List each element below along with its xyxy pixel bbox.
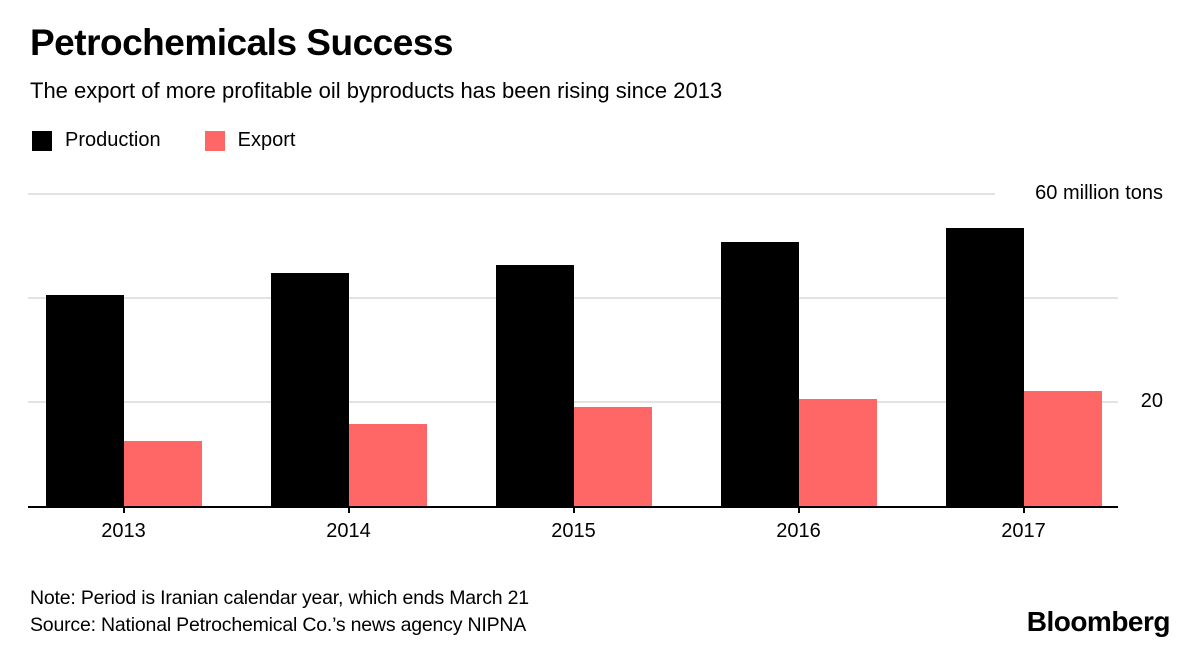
x-axis-tick-2013 (122, 506, 125, 513)
production-bar-2013 (45, 295, 124, 506)
production-bar-2014 (270, 273, 349, 506)
bar-chart-plot-area: 2013 2014 2015 2016 2017 (28, 180, 1118, 542)
note-text: Note: Period is Iranian calendar year, w… (30, 587, 529, 609)
x-axis-label-2016: 2016 (776, 520, 821, 542)
export-bar-2015 (573, 407, 652, 506)
export-bar-2014 (348, 423, 427, 506)
export-bar-2017 (1023, 390, 1102, 506)
legend-label-production: Production (65, 129, 161, 151)
x-axis-label-2017: 2017 (1001, 520, 1046, 542)
y-axis-label-60: 60 million tons (1035, 182, 1163, 204)
production-swatch-icon (32, 130, 52, 151)
gridline-60 (28, 193, 995, 195)
chart-footnotes: Note: Period is Iranian calendar year, w… (30, 585, 529, 639)
x-axis-label-2015: 2015 (551, 520, 596, 542)
legend-item-export: Export (204, 129, 296, 152)
export-swatch-icon (204, 130, 225, 151)
chart-title: Petrochemicals Success (30, 22, 453, 63)
export-bar-2013 (123, 441, 202, 506)
bloomberg-logo: Bloomberg (1026, 606, 1171, 637)
x-axis-label-2014: 2014 (326, 520, 371, 542)
export-bar-2016 (798, 399, 877, 506)
x-axis-tick-2017 (1022, 506, 1025, 513)
x-axis-tick-2015 (572, 506, 575, 513)
chart-legend: Production Export (32, 129, 295, 152)
legend-label-export: Export (237, 129, 296, 151)
y-axis-label-20: 20 (1140, 390, 1163, 412)
x-axis-label-2013: 2013 (101, 520, 146, 542)
x-axis-tick-2014 (347, 506, 350, 513)
production-bar-2017 (945, 227, 1024, 506)
legend-item-production: Production (32, 129, 161, 152)
chart-subtitle: The export of more profitable oil byprod… (30, 78, 723, 103)
production-bar-2016 (720, 241, 799, 506)
production-bar-2015 (495, 264, 574, 506)
source-text: Source: National Petrochemical Co.’s new… (30, 614, 527, 636)
x-axis-tick-2016 (797, 506, 800, 513)
